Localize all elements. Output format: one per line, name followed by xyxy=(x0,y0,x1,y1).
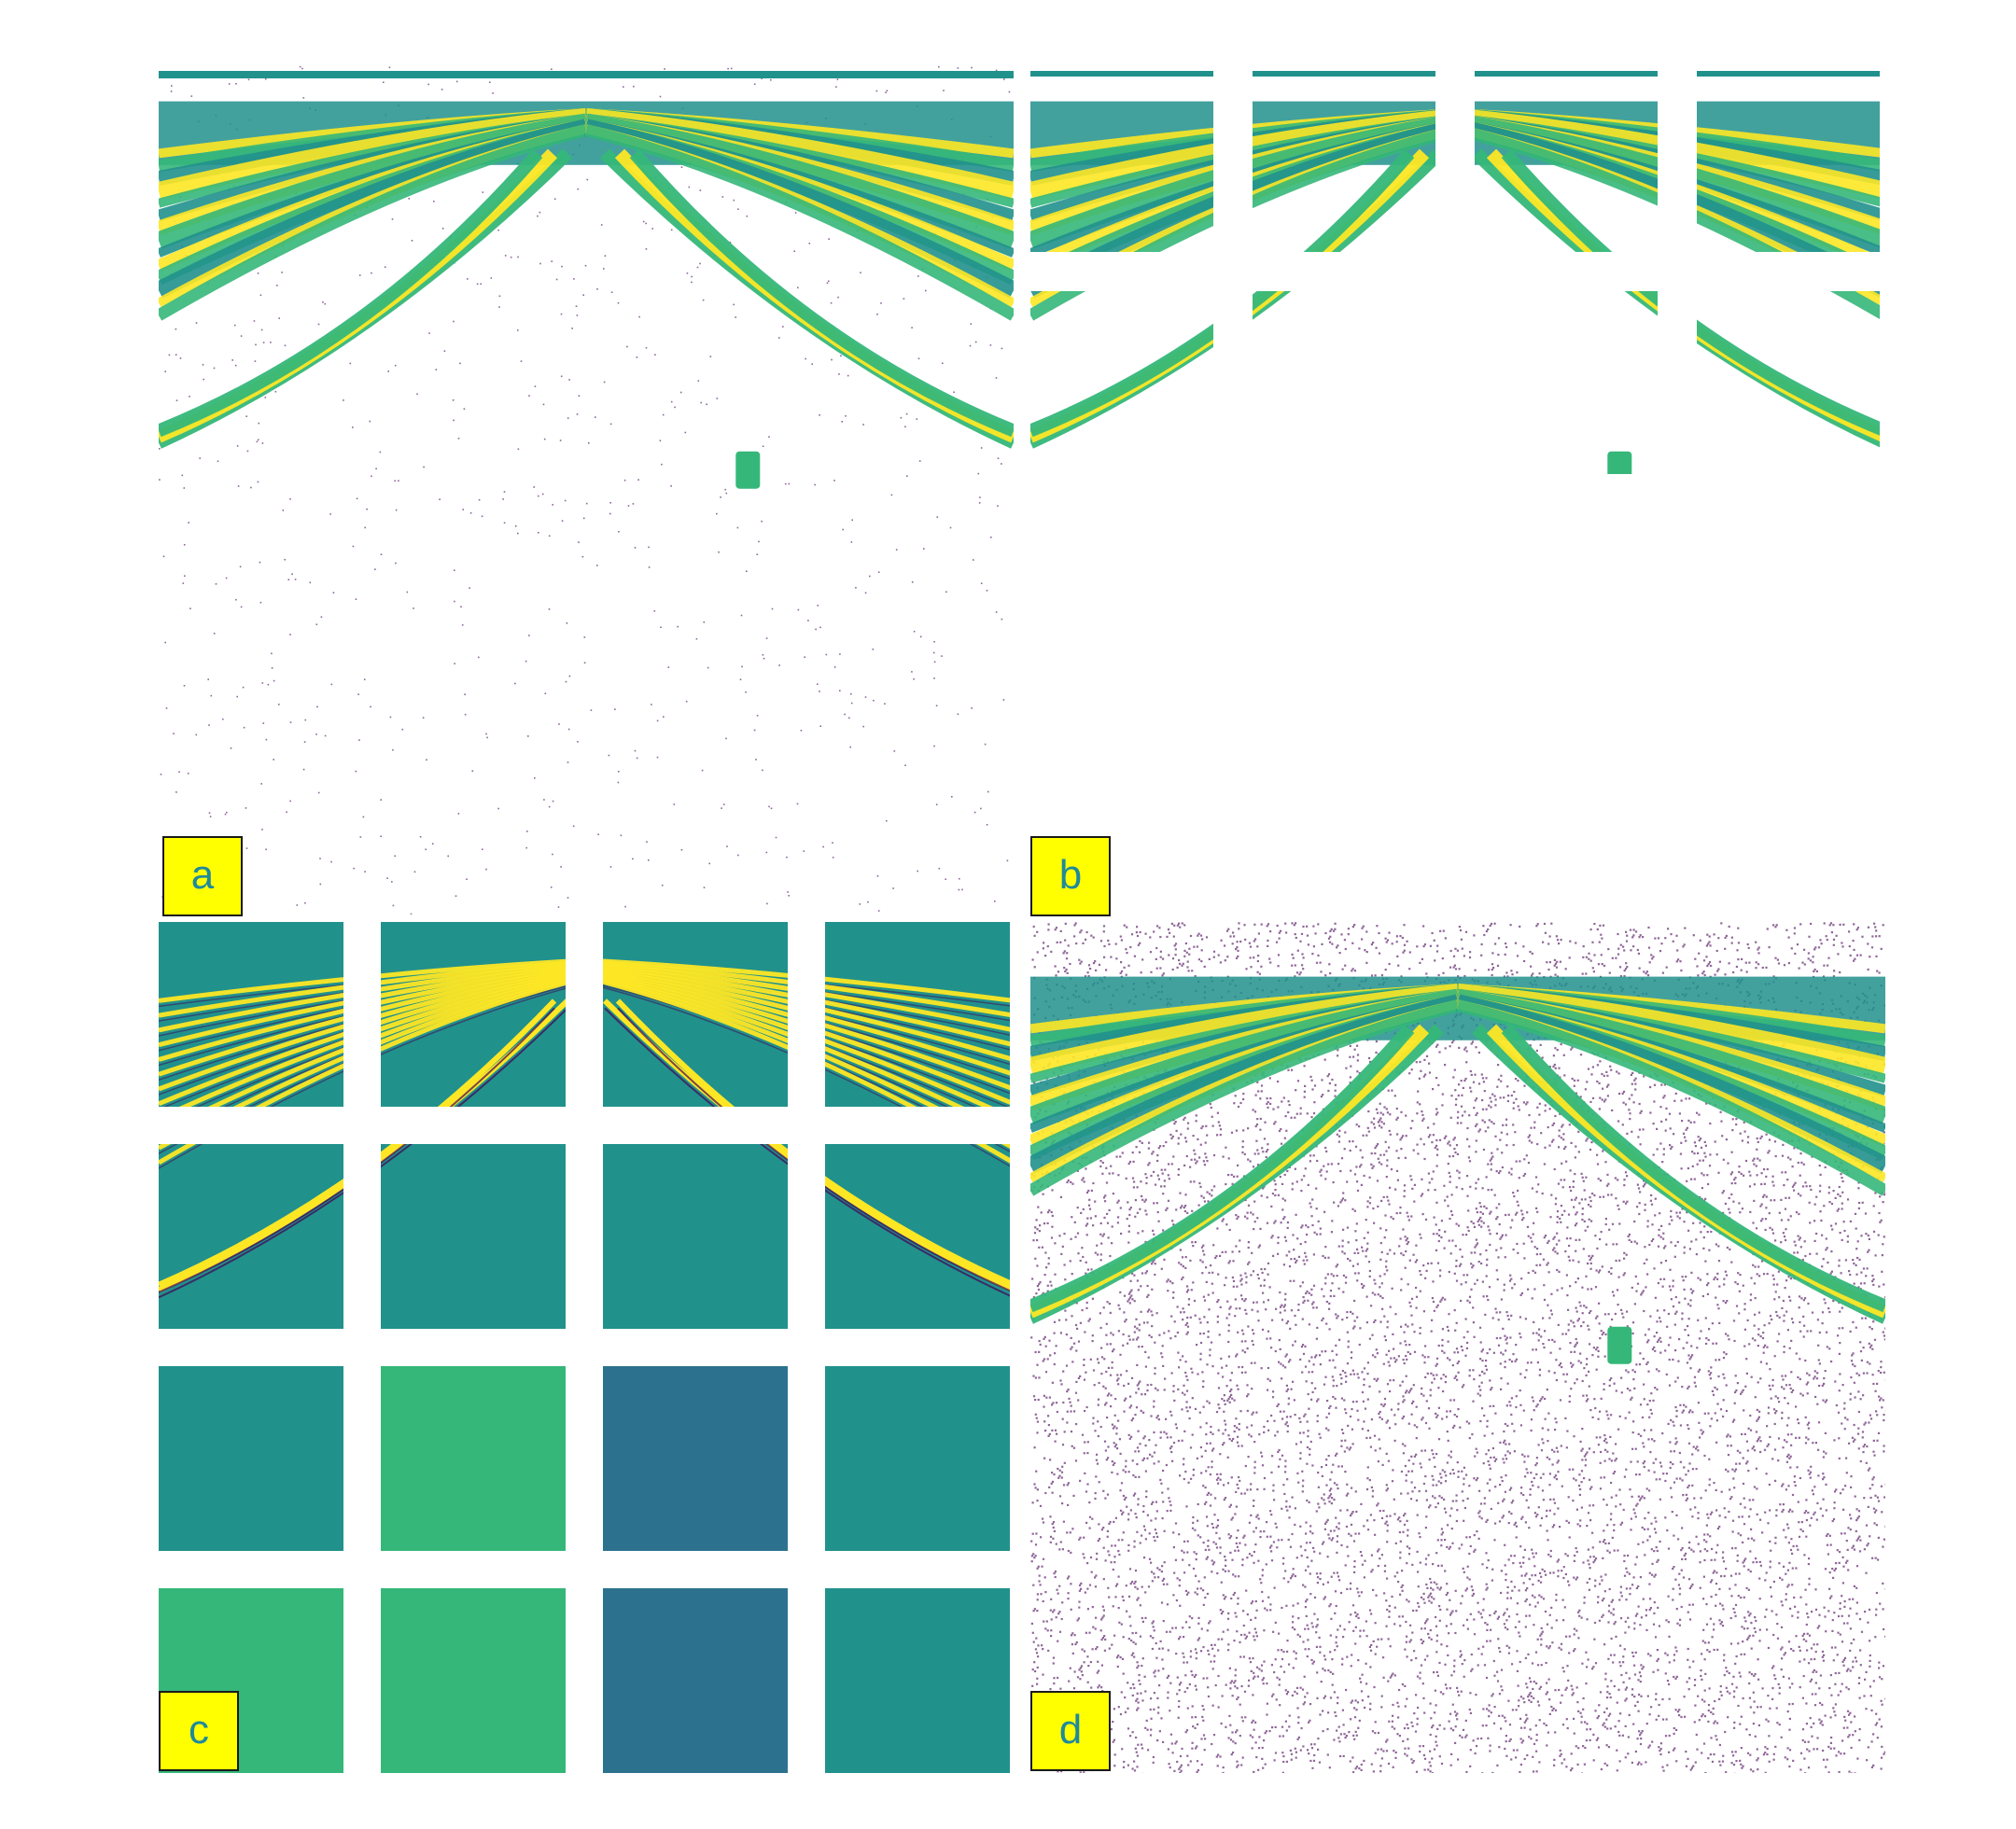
panel-b-tile-image xyxy=(1030,291,1213,449)
panel-b-tile xyxy=(1697,69,1880,252)
panel-d xyxy=(1030,922,1885,1773)
panel-c-tile-image xyxy=(603,1588,788,1773)
panel-c-tile xyxy=(825,1588,1010,1773)
panel-b-tile-image xyxy=(1475,71,1658,252)
panel-b-tile xyxy=(1475,735,1658,918)
panel-c-tile-image xyxy=(603,1366,788,1551)
panel-c-tile-image xyxy=(825,976,1010,1107)
panel-c-tile xyxy=(381,1144,566,1329)
panel-b-tile xyxy=(1253,69,1435,252)
panel-b xyxy=(1030,65,1885,914)
panel-b-tile xyxy=(1697,513,1880,696)
panel-b-tile-image xyxy=(1253,735,1435,918)
panel-c-tile-image xyxy=(381,1366,566,1551)
panel-b-tile xyxy=(1030,69,1213,252)
panel-b-tile-image xyxy=(1253,71,1435,252)
panel-c-tile-image xyxy=(825,1588,1010,1773)
panel-c-tile-image xyxy=(381,1588,566,1773)
panel-b-tile xyxy=(1697,291,1880,474)
panel-c-tile xyxy=(381,1588,566,1773)
panel-c-tile xyxy=(825,922,1010,1107)
panel-b-tile xyxy=(1030,513,1213,696)
panel-b-tile-image xyxy=(1253,291,1292,320)
panel-b-tile xyxy=(1475,513,1658,696)
panel-b-tile xyxy=(1475,291,1658,474)
panel-b-tile-image xyxy=(1697,71,1880,252)
panel-c-tile xyxy=(825,1366,1010,1551)
panel-c-tile-image xyxy=(159,977,343,1107)
panel-c-tile-image xyxy=(603,958,788,1107)
panel-c-tile xyxy=(381,1366,566,1551)
panel-c-tile-image xyxy=(825,1144,1010,1297)
panel-b-tile xyxy=(1475,69,1658,252)
panel-c-tile xyxy=(603,922,788,1107)
panel-b-tile-image xyxy=(1030,71,1213,252)
panel-c-tile xyxy=(603,1366,788,1551)
panel-c xyxy=(159,922,1014,1773)
panel-b-tile-image xyxy=(1697,291,1880,448)
panel-c-tile-image xyxy=(759,1144,788,1166)
panel-b-tile xyxy=(1253,513,1435,696)
panel-c-tile xyxy=(825,1144,1010,1329)
panel-label-c: c xyxy=(159,1691,239,1771)
panel-a xyxy=(159,65,1014,914)
panel-b-tile xyxy=(1697,735,1880,918)
panel-c-tile xyxy=(381,922,566,1107)
panel-c-tile-image xyxy=(159,1144,343,1299)
panel-c-tile-image xyxy=(825,1366,1010,1551)
panel-b-tile-image xyxy=(1607,291,1658,474)
panel-c-tile xyxy=(159,1366,343,1551)
panel-b-tile-image xyxy=(1475,513,1658,696)
panel-b-tile-image xyxy=(1030,513,1213,696)
panel-b-tile xyxy=(1253,291,1435,474)
panel-b-tile-image xyxy=(1697,513,1880,696)
panel-b-tile xyxy=(1030,291,1213,474)
panel-b-tile-image xyxy=(1253,513,1435,696)
panel-c-tile xyxy=(159,1144,343,1329)
panel-label-d: d xyxy=(1030,1691,1111,1771)
panel-label-b: b xyxy=(1030,836,1111,916)
panel-c-tile xyxy=(603,1144,788,1329)
panel-c-tile-image xyxy=(381,958,566,1107)
panel-a-image xyxy=(159,65,1014,914)
panel-b-tile xyxy=(1253,735,1435,918)
panel-c-tile-image xyxy=(381,1144,413,1168)
panel-c-tile-image xyxy=(159,1366,343,1551)
panel-d-image xyxy=(1030,922,1885,1773)
panel-c-tile xyxy=(159,922,343,1107)
panel-b-tile-image xyxy=(1475,735,1658,918)
panel-label-a: a xyxy=(162,836,243,916)
panel-c-tile xyxy=(603,1588,788,1773)
panel-b-tile-image xyxy=(1697,735,1880,918)
